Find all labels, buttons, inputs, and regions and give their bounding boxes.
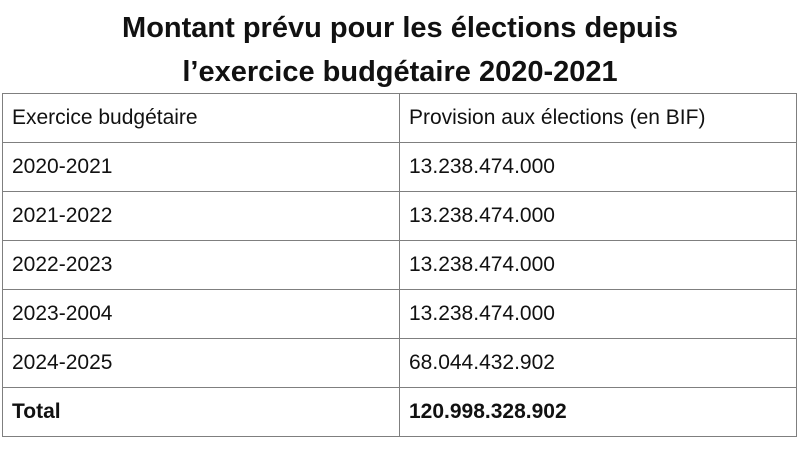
- total-label: Total: [2, 387, 400, 437]
- total-row: Total 120.998.328.902: [2, 387, 797, 437]
- title-line-2: l’exercice budgétaire 2020-2021: [182, 56, 618, 88]
- total-value: 120.998.328.902: [399, 387, 797, 437]
- provision-cell: 13.238.474.000: [399, 142, 797, 192]
- table-header-row: Exercice budgétaire Provision aux électi…: [2, 93, 797, 143]
- title-line-1: Montant prévu pour les élections depuis: [122, 12, 678, 44]
- table-row: 2024-2025 68.044.432.902: [2, 338, 797, 388]
- provision-cell: 13.238.474.000: [399, 191, 797, 241]
- provision-cell: 13.238.474.000: [399, 240, 797, 290]
- header-election-provision: Provision aux élections (en BIF): [399, 93, 797, 143]
- fiscal-year-cell: 2022-2023: [2, 240, 400, 290]
- header-fiscal-year: Exercice budgétaire: [2, 93, 400, 143]
- fiscal-year-cell: 2020-2021: [2, 142, 400, 192]
- table-row: 2022-2023 13.238.474.000: [2, 240, 797, 290]
- fiscal-year-cell: 2021-2022: [2, 191, 400, 241]
- provision-cell: 13.238.474.000: [399, 289, 797, 339]
- table-row: 2020-2021 13.238.474.000: [2, 142, 797, 192]
- election-budget-table: Exercice budgétaire Provision aux électi…: [2, 93, 797, 437]
- fiscal-year-cell: 2023-2004: [2, 289, 400, 339]
- provision-cell: 68.044.432.902: [399, 338, 797, 388]
- fiscal-year-cell: 2024-2025: [2, 338, 400, 388]
- table-row: 2021-2022 13.238.474.000: [2, 191, 797, 241]
- table-row: 2023-2004 13.238.474.000: [2, 289, 797, 339]
- page-title: Montant prévu pour les élections depuis …: [0, 6, 800, 94]
